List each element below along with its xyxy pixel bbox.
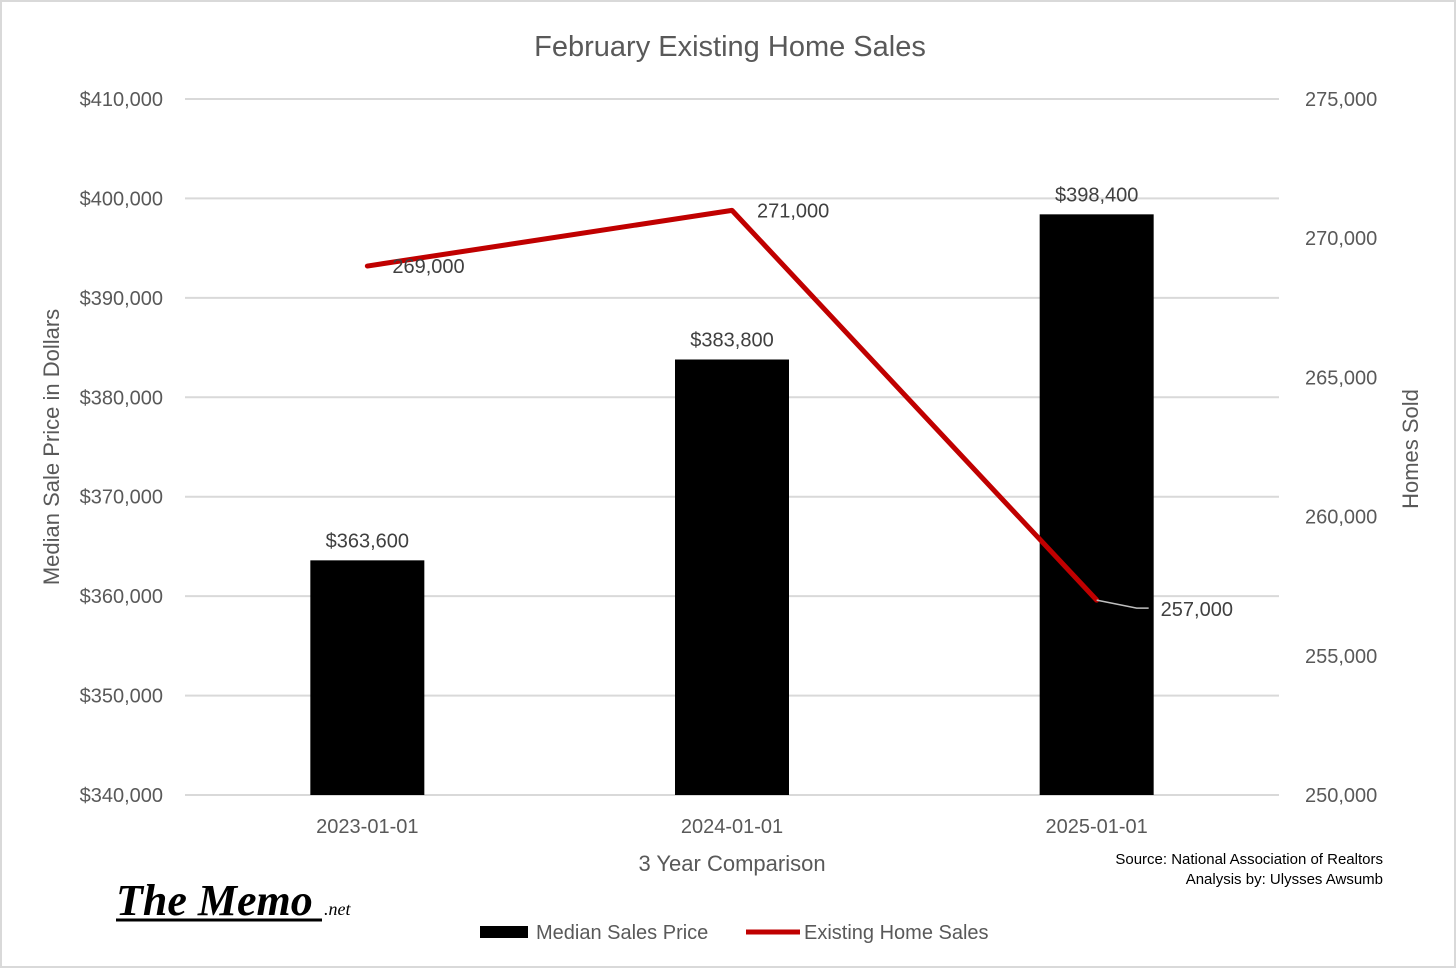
bar-data-label: $383,800 xyxy=(690,330,773,352)
right-tick-label: 260,000 xyxy=(1305,507,1377,529)
series-line xyxy=(364,207,1100,603)
bar-series xyxy=(310,214,1154,795)
left-axis-title: Median Sale Price in Dollars xyxy=(39,309,64,585)
bar-data-label: $363,600 xyxy=(326,530,409,552)
x-axis-ticks: 2023-01-01 2024-01-01 2025-01-01 xyxy=(316,816,1148,838)
logo-suffix: .net xyxy=(324,899,351,919)
chart-title: February Existing Home Sales xyxy=(534,31,926,63)
legend-label-line: Existing Home Sales xyxy=(804,922,989,944)
line-series xyxy=(364,207,1149,609)
analysis-line: Analysis by: Ulysses Awsumb xyxy=(1186,871,1383,888)
legend-item-existing-home-sales: Existing Home Sales xyxy=(746,922,989,944)
logo: The Memo .net xyxy=(116,876,351,925)
legend-label-bar: Median Sales Price xyxy=(536,922,708,944)
left-tick-label: $350,000 xyxy=(80,686,163,708)
left-tick-label: $390,000 xyxy=(80,288,163,310)
legend-swatch-bar xyxy=(480,926,528,938)
bar-data-label: $398,400 xyxy=(1055,184,1138,206)
x-tick-label: 2025-01-01 xyxy=(1046,816,1148,838)
left-tick-label: $370,000 xyxy=(80,487,163,509)
right-tick-label: 250,000 xyxy=(1305,785,1377,807)
right-axis-title: Homes Sold xyxy=(1398,389,1423,509)
left-tick-label: $340,000 xyxy=(80,785,163,807)
line-data-label: 271,000 xyxy=(757,200,829,222)
left-tick-label: $410,000 xyxy=(80,89,163,111)
source-line: Source: National Association of Realtors xyxy=(1115,851,1383,868)
left-tick-label: $360,000 xyxy=(80,586,163,608)
right-tick-label: 255,000 xyxy=(1305,646,1377,668)
x-tick-label: 2023-01-01 xyxy=(316,816,418,838)
bar xyxy=(1039,214,1154,795)
data-labels: $363,600 $383,800 $398,400 269,000 271,000 25… xyxy=(326,184,1233,621)
left-tick-label: $400,000 xyxy=(80,188,163,210)
label-leader-line xyxy=(1096,599,1149,609)
bar xyxy=(675,359,789,795)
right-tick-label: 270,000 xyxy=(1305,228,1377,250)
bar xyxy=(310,560,425,795)
legend-item-median-sales-price: Median Sales Price xyxy=(480,922,708,944)
left-axis-ticks: $340,000 $350,000 $360,000 $370,000 $380,000… xyxy=(80,89,163,807)
right-axis-ticks: 250,000 255,000 260,000 265,000 270,000 275,0… xyxy=(1305,89,1377,807)
right-tick-label: 275,000 xyxy=(1305,89,1377,111)
x-tick-label: 2024-01-01 xyxy=(681,816,783,838)
x-axis-title: 3 Year Comparison xyxy=(638,851,825,876)
right-tick-label: 265,000 xyxy=(1305,367,1377,389)
line-data-label: 269,000 xyxy=(392,256,464,278)
logo-main: The Memo xyxy=(116,876,313,925)
left-tick-label: $380,000 xyxy=(80,387,163,409)
legend: Median Sales Price Existing Home Sales xyxy=(480,922,989,944)
line-data-label: 257,000 xyxy=(1161,599,1233,621)
